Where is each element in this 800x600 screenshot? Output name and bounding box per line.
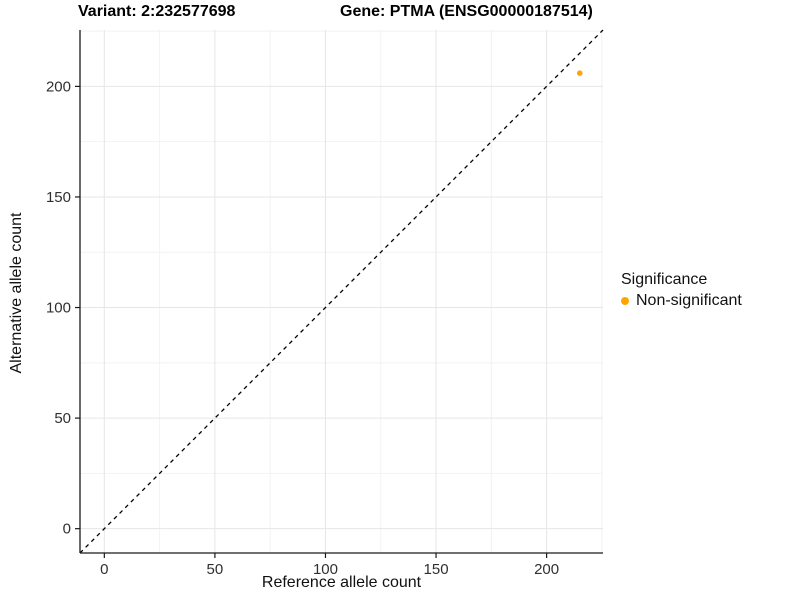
plot-title-gene: Gene: PTMA (ENSG00000187514)	[340, 3, 593, 20]
legend-item: Non-significant	[621, 292, 742, 310]
x-tick-label: 150	[424, 561, 449, 578]
x-tick-label: 100	[313, 561, 338, 578]
y-tick-label: 150	[46, 189, 71, 206]
y-tick-label: 0	[63, 521, 71, 538]
identity-dashed-line	[79, 29, 604, 554]
x-tick-label: 200	[534, 561, 559, 578]
legend: Significance Non-significant	[621, 271, 742, 310]
y-tick-label: 200	[46, 78, 71, 95]
legend-item-label: Non-significant	[636, 292, 742, 309]
x-axis-title: Reference allele count	[261, 574, 422, 591]
y-tick-label: 50	[54, 410, 71, 427]
x-tick-label: 0	[100, 561, 108, 578]
data-point	[576, 70, 583, 76]
legend-title: Significance	[621, 271, 708, 288]
plot-title-variant: Variant: 2:232577698	[78, 3, 236, 20]
legend-point-icon	[621, 297, 629, 305]
x-tick-label: 50	[207, 561, 224, 578]
y-axis-title: Alternative allele count	[8, 212, 25, 374]
y-tick-label: 100	[46, 300, 71, 317]
